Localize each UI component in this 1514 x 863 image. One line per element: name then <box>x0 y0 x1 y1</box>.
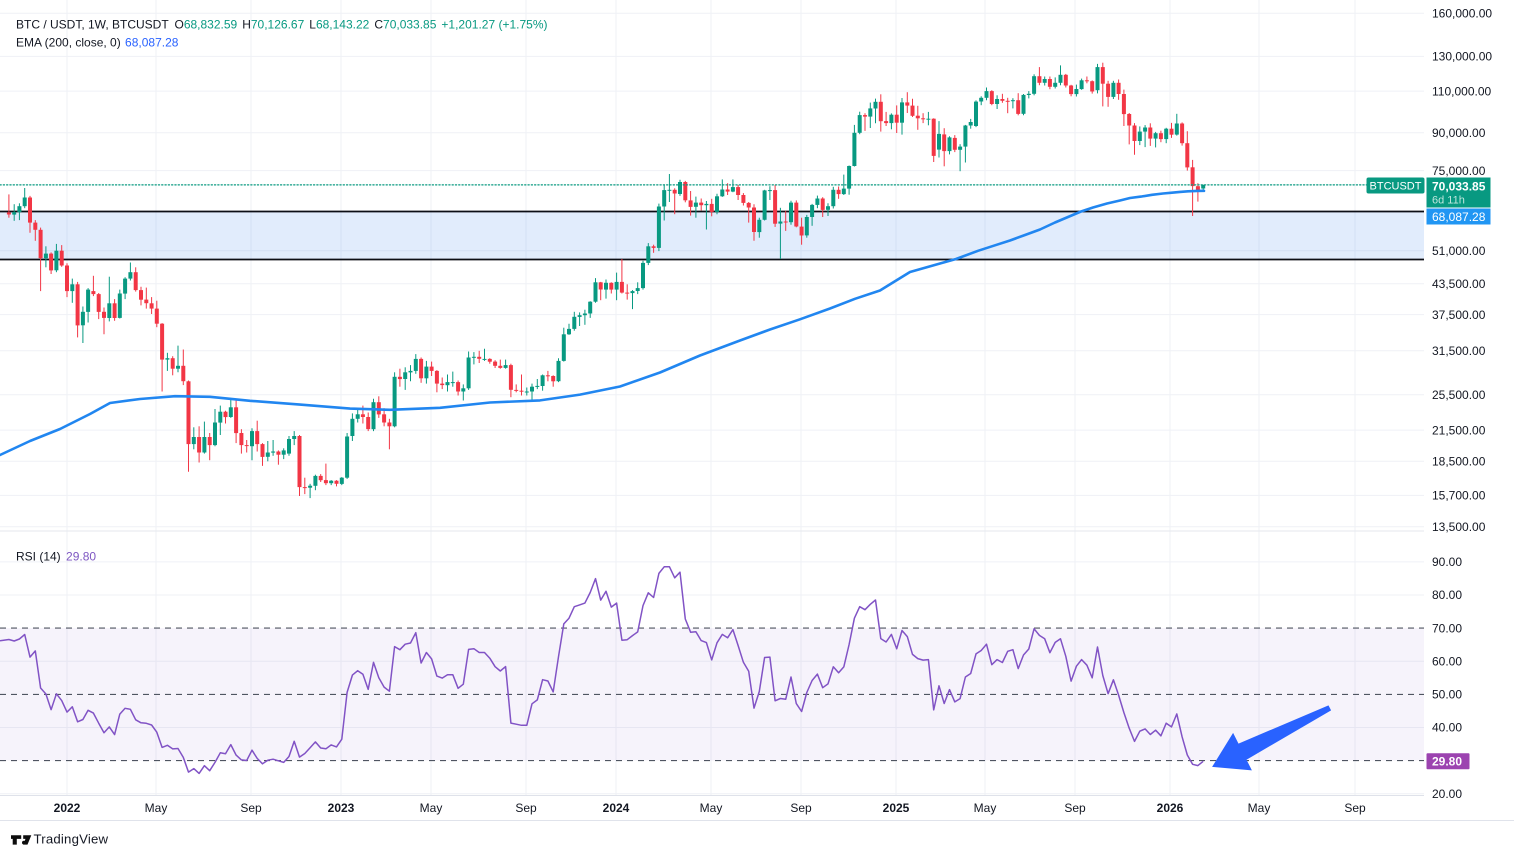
svg-text:80.00: 80.00 <box>1432 588 1462 602</box>
svg-text:90.00: 90.00 <box>1432 555 1462 569</box>
svg-text:2024: 2024 <box>603 801 630 815</box>
svg-text:Sep: Sep <box>1064 801 1086 815</box>
svg-text:2026: 2026 <box>1157 801 1184 815</box>
svg-text:Sep: Sep <box>790 801 812 815</box>
svg-text:50.00: 50.00 <box>1432 688 1462 702</box>
svg-text:21,500.00: 21,500.00 <box>1432 423 1486 437</box>
svg-text:RSI (14) 29.80: RSI (14) 29.80 <box>16 550 96 564</box>
svg-text:40.00: 40.00 <box>1432 721 1462 735</box>
svg-text:May: May <box>1248 801 1271 815</box>
svg-text:51,000.00: 51,000.00 <box>1432 244 1486 258</box>
svg-text:TradingView: TradingView <box>34 832 109 847</box>
svg-text:160,000.00: 160,000.00 <box>1432 7 1492 21</box>
svg-text:43,500.00: 43,500.00 <box>1432 277 1486 291</box>
svg-text:90,000.00: 90,000.00 <box>1432 126 1486 140</box>
svg-text:6d 11h: 6d 11h <box>1432 195 1465 207</box>
svg-text:60.00: 60.00 <box>1432 655 1462 669</box>
svg-text:37,500.00: 37,500.00 <box>1432 308 1486 322</box>
svg-text:May: May <box>145 801 168 815</box>
svg-text:2022: 2022 <box>54 801 81 815</box>
svg-text:20.00: 20.00 <box>1432 787 1462 801</box>
svg-text:2025: 2025 <box>883 801 910 815</box>
svg-text:EMA (200, close, 0) 68,087.28: EMA (200, close, 0) 68,087.28 <box>16 36 179 50</box>
svg-text:75,000.00: 75,000.00 <box>1432 164 1486 178</box>
svg-text:13,500.00: 13,500.00 <box>1432 520 1486 534</box>
svg-text:May: May <box>974 801 997 815</box>
svg-text:25,500.00: 25,500.00 <box>1432 388 1486 402</box>
svg-text:15,700.00: 15,700.00 <box>1432 489 1486 503</box>
svg-text:May: May <box>700 801 723 815</box>
svg-text:110,000.00: 110,000.00 <box>1432 84 1491 98</box>
svg-text:70.00: 70.00 <box>1432 621 1462 635</box>
svg-text:130,000.00: 130,000.00 <box>1432 50 1492 64</box>
svg-text:Sep: Sep <box>240 801 262 815</box>
svg-text:Sep: Sep <box>515 801 537 815</box>
svg-text:May: May <box>420 801 443 815</box>
svg-text:31,500.00: 31,500.00 <box>1432 344 1486 358</box>
svg-text:68,087.28: 68,087.28 <box>1432 210 1486 224</box>
svg-text:BTCUSDT: BTCUSDT <box>1370 181 1422 193</box>
svg-text:29.80: 29.80 <box>1432 755 1462 769</box>
svg-text:Sep: Sep <box>1344 801 1366 815</box>
svg-text:70,033.85: 70,033.85 <box>1432 180 1486 194</box>
svg-text:2023: 2023 <box>328 801 355 815</box>
svg-text:18,500.00: 18,500.00 <box>1432 455 1486 469</box>
